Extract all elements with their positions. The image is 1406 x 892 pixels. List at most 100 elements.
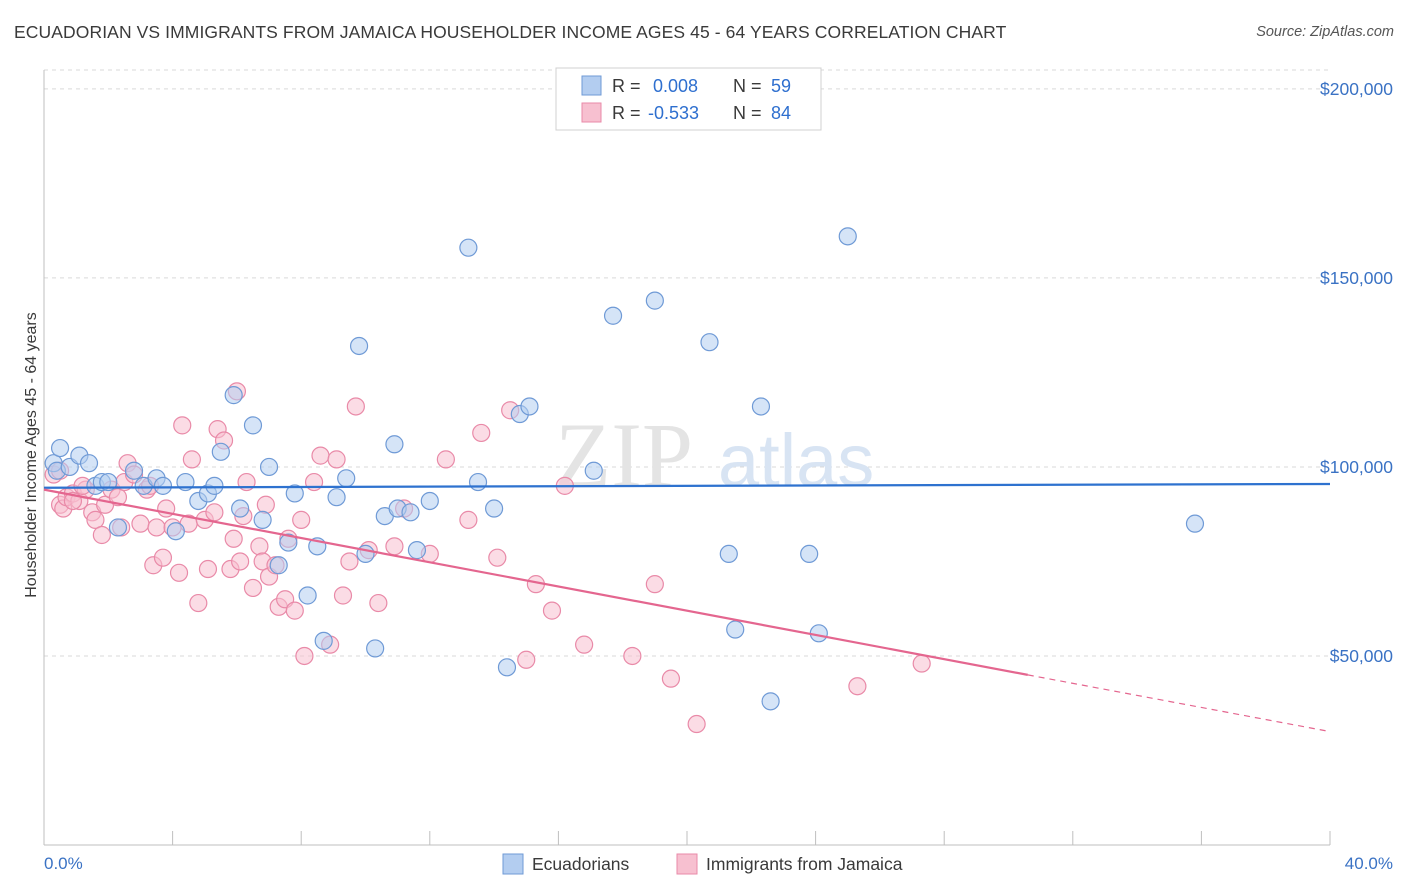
x-tick-label-min: 0.0% [44,854,83,873]
ecuadorian-point-22 [243,416,263,435]
jamaica-point-74 [623,646,642,666]
ecuadorian-point-39 [401,503,420,522]
ecuadorian-point-49 [603,306,623,325]
legend-swatch-jamaica-bottom [676,853,698,875]
ecuadorian-point-41 [420,491,439,511]
ecuadorian-point-30 [314,631,333,650]
y-tick-label-0: $50,000 [1330,646,1394,666]
legend-label-jamaica: Immigrants from Jamaica [706,854,903,874]
jamaica-point-25 [173,416,192,435]
legend-swatch-jamaica [581,102,602,123]
jamaica-point-41 [250,537,269,556]
jamaica-point-56 [333,586,353,605]
jamaica-point-60 [369,593,388,613]
jamaica-point-69 [517,650,536,669]
ecuadorian-point-35 [366,639,385,658]
jamaica-point-66 [472,423,491,443]
watermark-atlas: atlas [718,419,874,502]
ecuadorian-point-55 [800,544,819,564]
series-legend: Ecuadorians Immigrants from Jamaica [502,853,903,875]
ecuadorian-point-5 [79,454,99,473]
y-tick-labels: $50,000 $100,000 $150,000 $200,000 [1320,79,1393,666]
ecuadorian-point-50 [645,291,664,310]
legend-n-label: N = [733,103,762,123]
jamaica-point-13 [108,488,128,507]
legend-r-value: -0.533 [648,103,699,123]
jamaica-point-27 [182,450,201,469]
legend-swatch-ecuadorians-bottom [502,853,524,875]
ecuadorian-point-40 [407,541,427,560]
ecuadorian-point-20 [224,386,243,405]
ecuadorian-point-23 [253,510,272,529]
jamaica-point-21 [153,548,173,567]
ecuadorian-point-9 [108,518,128,537]
jamaica-point-76 [661,669,681,688]
watermark-zip: ZIP [555,404,693,506]
trend-lines [43,482,1331,733]
ecuadorian-point-57 [838,227,857,246]
trend-line-jamaica [43,488,1028,676]
ecuadorian-point-33 [349,336,369,356]
jamaica-point-49 [285,601,304,620]
legend-n-value: 84 [771,103,791,123]
jamaica-point-9 [86,510,105,529]
ecuadorian-point-47 [497,658,517,677]
jamaica-point-40 [243,578,263,598]
jamaica-point-78 [848,677,867,696]
ecuadorian-point-54 [751,397,771,416]
trend-line-ecuadorians [43,482,1331,489]
jamaica-point-50 [292,510,311,529]
ecuadorian-point-52 [726,620,745,639]
jamaica-point-24 [169,563,189,582]
legend-swatch-ecuadorians [581,75,602,96]
ecuadorian-point-21 [231,499,250,518]
legend-r-value: 0.008 [653,76,698,96]
jamaica-point-67 [488,548,507,567]
jamaica-point-61 [385,537,404,556]
ecuadorian-point-24 [259,457,279,477]
trend-line-jamaica-extension [1027,674,1331,733]
ecuadorian-point-37 [385,435,404,454]
jamaica-point-10 [92,525,111,545]
jamaica-point-35 [224,529,243,548]
legend-n-value: 59 [771,76,791,96]
jamaica-point-31 [205,503,224,522]
jamaica-point-53 [311,446,330,465]
jamaica-point-71 [542,601,562,620]
jamaica-point-17 [131,514,150,533]
ecuadorian-point-42 [459,238,478,257]
ecuadorian-point-48 [584,461,603,480]
legend-r-label: R = [612,103,641,123]
x-tick-label-max: 40.0% [1345,854,1393,873]
source-note: Source: ZipAtlas.com [1256,24,1394,40]
jamaica-point-30 [198,559,218,579]
jamaica-point-37 [231,552,250,571]
legend-r-label: R = [612,76,641,96]
jamaica-point-79 [912,654,931,673]
y-axis-label: Householder Income Ages 45 - 64 years [23,312,40,598]
ecuadorian-point-28 [298,586,317,605]
series-jamaica-points [44,382,931,734]
jamaica-point-51 [295,646,314,666]
y-tick-label-2: $150,000 [1320,268,1393,288]
jamaica-point-65 [459,510,478,529]
jamaica-point-43 [256,495,275,514]
series-ecuadorians-points [44,227,1205,711]
ecuadorian-point-51 [700,333,719,352]
y-tick-label-1: $100,000 [1320,457,1393,477]
jamaica-point-55 [327,450,346,469]
ecuadorian-point-59 [761,692,780,711]
jamaica-point-75 [645,575,664,594]
jamaica-point-20 [147,518,166,537]
ecuadorian-point-31 [327,488,346,507]
ecuadorian-point-43 [468,472,488,492]
chart-title: ECUADORIAN VS IMMIGRANTS FROM JAMAICA HO… [14,22,1007,42]
y-tick-label-3: $200,000 [1320,79,1393,99]
jamaica-point-64 [436,450,455,469]
legend-n-label: N = [733,76,762,96]
watermark: ZIP atlas [555,404,874,506]
ecuadorian-point-32 [337,469,356,488]
x-ticks [172,831,1331,845]
correlation-legend: R = 0.008 N = 59 R = -0.533 N = 84 [555,67,822,131]
